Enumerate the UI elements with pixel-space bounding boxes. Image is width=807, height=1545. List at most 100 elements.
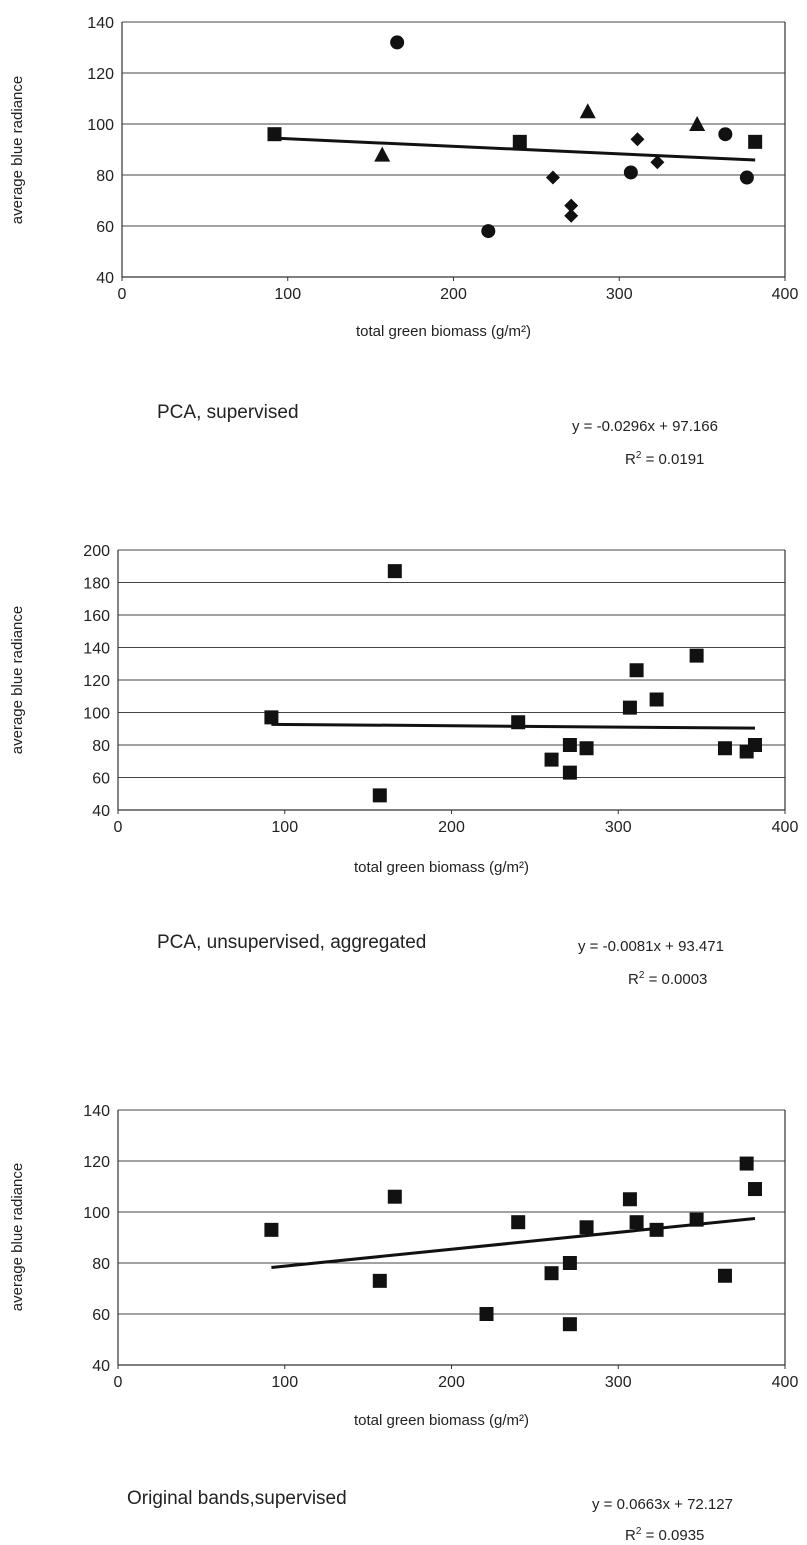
y-tick-label: 100 [83, 1205, 110, 1222]
data-point-square [479, 1307, 494, 1321]
data-point-square [562, 1256, 577, 1270]
data-point-square [622, 700, 637, 715]
scatter-plot-2: 40 60 80 100 120 140 160 180 200 0 100 200 300 400 tot… [9, 543, 799, 876]
trendline [274, 136, 756, 162]
y-tick-label: 180 [83, 576, 110, 593]
x-tick-label: 400 [772, 1374, 799, 1391]
data-point-diamond [630, 132, 645, 147]
data-point-square [622, 1192, 637, 1207]
x-tick-label: 300 [605, 1374, 632, 1391]
y-tick-label: 100 [83, 706, 110, 723]
data-point-diamond [545, 170, 560, 185]
data-point-square [372, 788, 387, 803]
x-tick-label: 200 [440, 286, 467, 303]
trendline-equation: y = -0.0296x + 97.166 [572, 418, 718, 435]
data-point-square [544, 752, 559, 767]
data-point-square [747, 1182, 762, 1197]
data-point-square [372, 1273, 387, 1288]
data-point-circle [390, 35, 405, 50]
y-tick-label: 60 [96, 219, 114, 236]
data-point-square [511, 1215, 526, 1230]
r-squared-label: R2 = 0.0003 [628, 970, 708, 988]
y-tick-label: 120 [83, 1154, 110, 1171]
scatter-plot-3: 40 60 80 100 120 140 0 100 200 300 400 total green … [9, 1103, 799, 1429]
chart-panel-2: 40 60 80 100 120 140 160 180 200 0 100 200 300 400 tot… [0, 520, 807, 1010]
x-tick-label: 0 [114, 1374, 123, 1391]
x-tick-label: 400 [772, 286, 799, 303]
data-point-square [579, 741, 594, 756]
y-axis-title: average blue radiance [9, 606, 26, 754]
x-tick-label: 200 [438, 819, 465, 836]
y-tick-label: 40 [92, 803, 110, 820]
x-tick-label: 100 [271, 819, 298, 836]
x-tick-label: 0 [114, 819, 123, 836]
data-point-circle [623, 165, 638, 180]
data-point-diamond [650, 155, 665, 170]
y-tick-label: 80 [92, 1256, 110, 1273]
chart-caption: Original bands,supervised [127, 1488, 347, 1509]
x-tick-label: 200 [438, 1374, 465, 1391]
y-tick-label: 160 [83, 608, 110, 625]
chart-caption: PCA, unsupervised, aggregated [157, 932, 427, 953]
trendline-equation: y = -0.0081x + 93.471 [578, 938, 724, 955]
x-tick-label: 300 [605, 819, 632, 836]
x-axis-title: total green biomass (g/m²) [356, 323, 531, 340]
trendline [271, 1217, 756, 1270]
chart-caption: PCA, supervised [157, 402, 299, 423]
data-point-square [562, 738, 577, 752]
y-tick-label: 60 [92, 771, 110, 788]
data-point-triangle [579, 103, 596, 119]
data-point-diamond [564, 198, 579, 213]
data-point-square [629, 1215, 644, 1230]
data-point-square [739, 1156, 754, 1171]
x-axis-title: total green biomass (g/m²) [354, 1412, 529, 1429]
data-point-circle [481, 224, 496, 239]
scatter-plot-1: 40 60 80 100 120 140 0 100 200 300 400 total green … [9, 15, 799, 340]
data-point-square [649, 692, 664, 707]
y-tick-label: 140 [83, 1103, 110, 1120]
data-point-square [544, 1266, 559, 1281]
y-tick-label: 40 [92, 1358, 110, 1375]
data-point-triangle [374, 146, 391, 162]
x-axis-title: total green biomass (g/m²) [354, 859, 529, 876]
y-axis-title: average blue radiance [9, 76, 26, 224]
data-point-square [579, 1220, 594, 1235]
x-tick-label: 100 [271, 1374, 298, 1391]
data-point-square [264, 1222, 279, 1237]
data-point-square [689, 648, 704, 663]
data-point-square [717, 741, 732, 756]
y-tick-label: 120 [87, 66, 114, 83]
data-point-square [649, 1222, 664, 1237]
data-point-square [747, 738, 762, 752]
x-tick-label: 100 [274, 286, 301, 303]
data-point-square [512, 134, 527, 149]
x-tick-label: 300 [606, 286, 633, 303]
data-point-square [562, 1317, 577, 1332]
r-squared-label: R2 = 0.0935 [625, 1526, 705, 1544]
data-point-square [717, 1268, 732, 1283]
y-tick-label: 100 [87, 117, 114, 134]
chart-panel-1: 40 60 80 100 120 140 0 100 200 300 400 total green … [0, 0, 807, 490]
data-point-square [748, 134, 763, 149]
data-point-circle [718, 127, 733, 142]
data-point-square [689, 1212, 704, 1227]
data-point-square [629, 663, 644, 678]
data-point-square [511, 715, 526, 730]
x-tick-label: 400 [772, 819, 799, 836]
data-point-square [387, 564, 402, 579]
y-tick-label: 60 [92, 1307, 110, 1324]
data-point-square [264, 710, 279, 725]
trendline-equation: y = 0.0663x + 72.127 [592, 1496, 733, 1513]
data-point-square [267, 127, 282, 142]
data-point-square [562, 765, 577, 780]
y-tick-label: 40 [96, 270, 114, 287]
y-tick-label: 80 [92, 738, 110, 755]
data-point-triangle [689, 116, 706, 131]
y-tick-label: 140 [87, 15, 114, 32]
r-squared-label: R2 = 0.0191 [625, 450, 705, 468]
data-point-diamond [564, 208, 579, 223]
data-point-circle [739, 170, 754, 185]
y-tick-label: 120 [83, 673, 110, 690]
y-tick-label: 200 [83, 543, 110, 560]
y-tick-label: 140 [83, 641, 110, 658]
